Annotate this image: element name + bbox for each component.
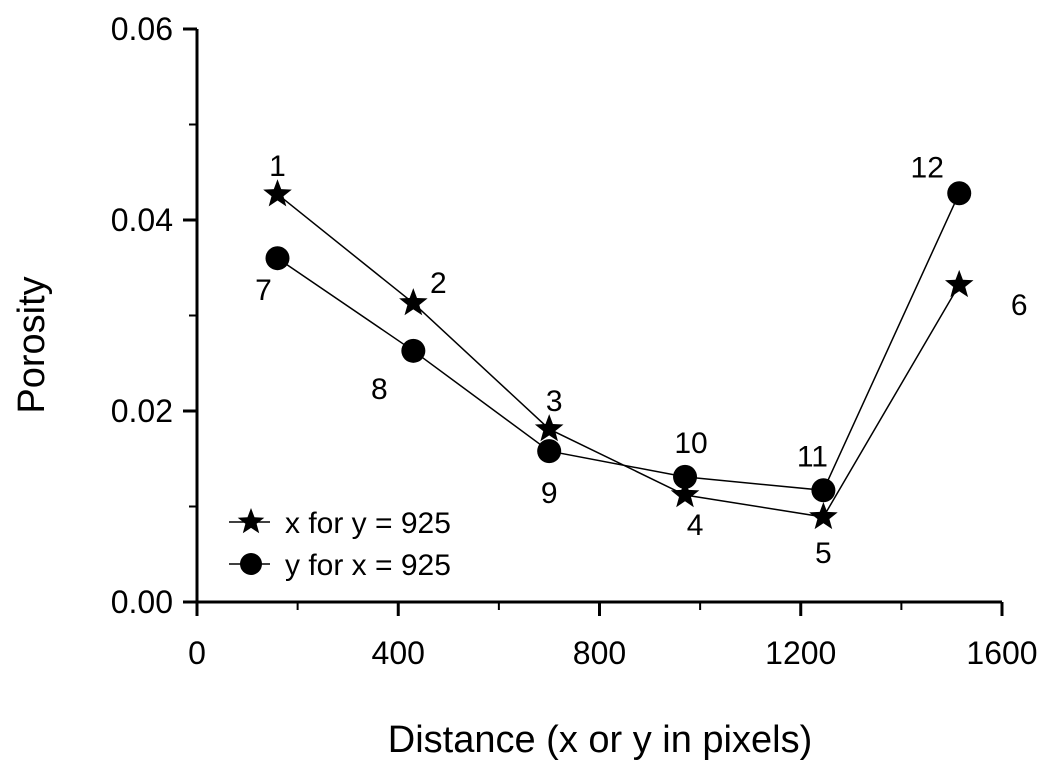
point-label: 7 (255, 274, 272, 307)
circle-marker (811, 478, 836, 503)
point-label: 10 (674, 427, 707, 460)
point-label: 9 (541, 477, 558, 510)
legend: x for y = 925 y for x = 925 (229, 507, 451, 582)
circle-marker (537, 439, 562, 464)
series-line (277, 192, 960, 492)
legend-circle-marker (240, 553, 262, 575)
x-tick-label: 400 (372, 635, 425, 671)
x-tick-label: 800 (573, 635, 626, 671)
circle-marker (673, 464, 698, 489)
y-axis-title: Porosity (11, 276, 53, 413)
x-tick-label: 0 (188, 635, 206, 671)
x-tick-label: 1600 (966, 635, 1037, 671)
point-label: 8 (371, 373, 388, 406)
y-tick-label: 0.02 (111, 393, 173, 429)
point-label: 4 (687, 509, 704, 542)
point-label: 6 (1011, 289, 1028, 322)
series-markers (263, 179, 974, 530)
y-tick-label: 0.06 (111, 11, 173, 47)
point-label: 11 (797, 440, 828, 473)
star-marker (945, 269, 974, 298)
legend-star-marker (237, 508, 265, 534)
series-line (277, 193, 960, 518)
star-marker (809, 502, 838, 530)
point-label: 3 (546, 385, 563, 418)
point-label: 5 (815, 537, 832, 570)
axis-ticks: 0 400 800 1200 1600 0.00 0.02 0.04 0.06 (111, 11, 1038, 671)
point-label: 2 (430, 267, 447, 300)
circle-marker (265, 246, 290, 271)
point-label: 12 (911, 151, 944, 184)
star-marker (670, 480, 700, 508)
legend-label: x for y = 925 (285, 507, 451, 540)
x-axis-title: Distance (x or y in pixels) (388, 719, 812, 761)
series-lines (277, 192, 960, 518)
star-marker (534, 414, 564, 442)
x-tick-label: 1200 (765, 635, 836, 671)
circle-marker (947, 181, 972, 206)
star-marker (263, 179, 292, 207)
y-tick-label: 0.04 (111, 202, 173, 238)
point-label: 1 (269, 150, 286, 183)
circle-marker (401, 338, 426, 363)
star-marker (399, 288, 428, 316)
y-tick-label: 0.00 (111, 584, 173, 620)
legend-label: y for x = 925 (285, 549, 451, 582)
